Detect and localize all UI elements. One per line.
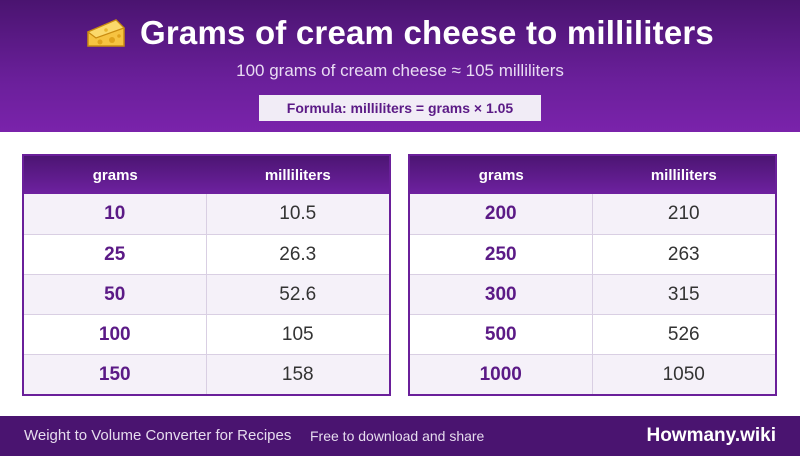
grams-cell: 300 xyxy=(410,275,593,314)
page-title: Grams of cream cheese to milliliters xyxy=(0,14,800,52)
grams-cell: 1000 xyxy=(410,355,593,394)
cheese-icon xyxy=(86,19,126,47)
column-header-milliliters: milliliters xyxy=(650,166,717,184)
grams-cell: 250 xyxy=(410,235,593,274)
table-header: grams milliliters xyxy=(24,156,389,194)
table-row: 1000 1050 xyxy=(410,354,775,394)
table-row: 300 315 xyxy=(410,274,775,314)
table-row: 50 52.6 xyxy=(24,274,389,314)
grams-cell: 200 xyxy=(410,194,593,234)
footer-converter-label: Weight to Volume Converter for Recipes xyxy=(24,427,292,444)
footer: Weight to Volume Converter for Recipes F… xyxy=(0,416,800,456)
table-row: 500 526 xyxy=(410,314,775,354)
milliliters-cell: 158 xyxy=(281,363,314,385)
milliliters-cell: 263 xyxy=(667,243,700,265)
milliliters-cell: 105 xyxy=(281,323,314,345)
brand-logo[interactable]: Howmany.wiki xyxy=(646,425,776,446)
table-row: 25 26.3 xyxy=(24,234,389,274)
column-header-milliliters: milliliters xyxy=(264,166,331,184)
milliliters-cell: 52.6 xyxy=(279,283,317,305)
conversion-table-right: grams milliliters 200 210 250 263 300 315 5… xyxy=(408,154,777,396)
grams-cell: 150 xyxy=(24,355,207,394)
grams-cell: 100 xyxy=(24,315,207,354)
milliliters-cell: 1050 xyxy=(662,363,705,385)
milliliters-cell: 210 xyxy=(667,203,700,224)
subtitle: 100 grams of cream cheese ≈ 105 millilit… xyxy=(236,61,564,80)
formula-badge: Formula: milliliters = grams × 1.05 xyxy=(259,95,541,121)
grams-cell: 10 xyxy=(24,194,207,234)
table-row: 150 158 xyxy=(24,354,389,394)
title-text: Grams of cream cheese to milliliters xyxy=(140,14,714,51)
milliliters-cell: 10.5 xyxy=(279,203,317,224)
table-row: 250 263 xyxy=(410,234,775,274)
grams-cell: 50 xyxy=(24,275,207,314)
milliliters-cell: 26.3 xyxy=(279,243,317,265)
grams-cell: 25 xyxy=(24,235,207,274)
milliliters-cell: 315 xyxy=(667,283,700,305)
milliliters-cell: 526 xyxy=(667,323,700,345)
column-header-grams: grams xyxy=(92,166,138,184)
header: Grams of cream cheese to milliliters 100… xyxy=(0,0,800,132)
table-header: grams milliliters xyxy=(410,156,775,194)
footer-share-note: Free to download and share xyxy=(310,428,485,444)
table-row: 200 210 xyxy=(410,194,775,234)
table-row: 10 10.5 xyxy=(24,194,389,234)
column-header-grams: grams xyxy=(478,166,524,184)
grams-cell: 500 xyxy=(410,315,593,354)
conversion-table-left: grams milliliters 10 10.5 25 26.3 50 52.6 1… xyxy=(22,154,391,396)
table-row: 100 105 xyxy=(24,314,389,354)
